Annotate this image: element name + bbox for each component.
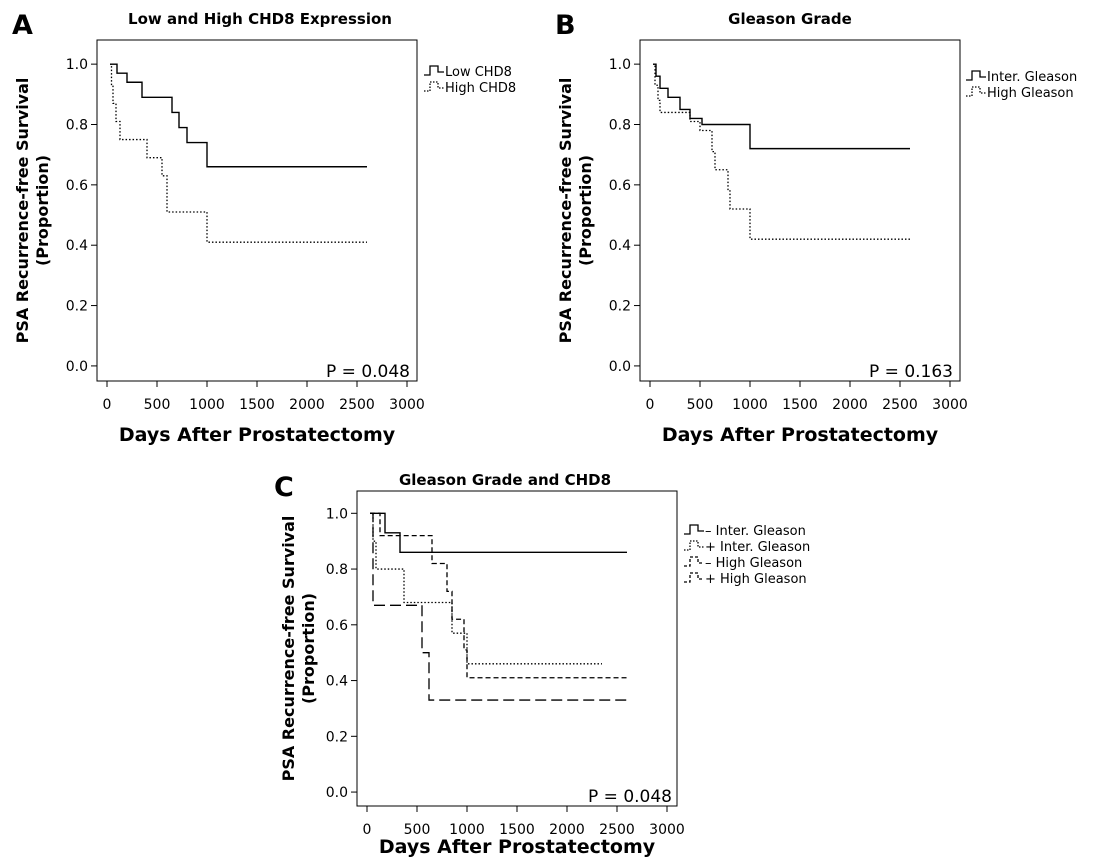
panel-letter: B bbox=[555, 10, 576, 41]
legend-swatch bbox=[424, 65, 444, 76]
y-tick-label: 0.8 bbox=[66, 117, 88, 133]
x-tick-label: 0 bbox=[363, 822, 372, 838]
p-value-annotation: P = 0.163 bbox=[869, 362, 953, 382]
x-axis-label: Days After Prostatectomy bbox=[662, 424, 939, 446]
series-line-2 bbox=[110, 63, 367, 243]
panel-letter: C bbox=[274, 472, 294, 503]
y-tick-label: 0.4 bbox=[609, 238, 631, 254]
x-tick-label: 2000 bbox=[832, 397, 868, 413]
x-tick-label: 1500 bbox=[782, 397, 818, 413]
legend-swatch bbox=[966, 70, 986, 81]
legend-label: High Gleason bbox=[987, 86, 1074, 101]
legend-swatch bbox=[684, 572, 704, 583]
y-axis-label-line2: (Proportion) bbox=[33, 155, 52, 266]
x-tick-label: 500 bbox=[404, 822, 431, 838]
x-tick-label: 3000 bbox=[649, 822, 685, 838]
y-axis-label-line2: (Proportion) bbox=[299, 593, 318, 704]
legend-label: + High Gleason bbox=[705, 572, 807, 587]
series-line-1 bbox=[653, 63, 910, 150]
x-tick-label: 500 bbox=[687, 397, 714, 413]
p-value-annotation: P = 0.048 bbox=[588, 787, 672, 807]
panel-b: B Gleason Grade 0.0 0.2 0.4 0.6 0.8 1.0 0 500 1000… bbox=[555, 10, 1077, 446]
y-tick-label: 0.2 bbox=[326, 729, 348, 745]
chart-title: Low and High CHD8 Expression bbox=[128, 10, 392, 28]
panel-letter: A bbox=[12, 10, 33, 41]
series-line-2 bbox=[370, 512, 602, 665]
x-axis-label: Days After Prostatectomy bbox=[119, 424, 396, 446]
y-tick-label: 1.0 bbox=[609, 57, 631, 73]
series-line-1 bbox=[370, 512, 627, 554]
legend-label: High CHD8 bbox=[445, 81, 516, 96]
plot-frame bbox=[356, 490, 678, 807]
series-line-1 bbox=[110, 63, 367, 168]
y-tick-label: 1.0 bbox=[66, 57, 88, 73]
y-axis-label-line1: PSA Recurrence-free Survival bbox=[13, 78, 32, 344]
x-tick-label: 500 bbox=[144, 397, 171, 413]
x-tick-label: 3000 bbox=[389, 397, 425, 413]
y-tick-label: 0.4 bbox=[66, 238, 88, 254]
y-tick-label: 0.0 bbox=[66, 359, 88, 375]
y-tick-label: 0.4 bbox=[326, 674, 348, 690]
y-tick-label: 0.8 bbox=[609, 117, 631, 133]
y-axis-label-line2: (Proportion) bbox=[576, 155, 595, 266]
chart-title: Gleason Grade bbox=[728, 10, 852, 28]
x-tick-label: 2500 bbox=[882, 397, 918, 413]
x-tick-label: 2000 bbox=[289, 397, 325, 413]
y-tick-label: 0.6 bbox=[609, 178, 631, 194]
series-line-4 bbox=[370, 512, 627, 701]
legend-label: Low CHD8 bbox=[445, 65, 512, 80]
x-tick-label: 1000 bbox=[449, 822, 485, 838]
y-axis-label-line1: PSA Recurrence-free Survival bbox=[279, 516, 298, 782]
series-line-2 bbox=[653, 63, 910, 240]
y-tick-label: 0.6 bbox=[326, 618, 348, 634]
x-tick-label: 0 bbox=[103, 397, 112, 413]
y-tick-label: 0.2 bbox=[66, 299, 88, 315]
x-tick-label: 1000 bbox=[732, 397, 768, 413]
y-tick-label: 0.8 bbox=[326, 562, 348, 578]
x-tick-label: 2500 bbox=[599, 822, 635, 838]
y-axis-label-line1: PSA Recurrence-free Survival bbox=[556, 78, 575, 344]
legend-swatch bbox=[684, 540, 704, 551]
p-value-annotation: P = 0.048 bbox=[326, 362, 410, 382]
x-tick-label: 2000 bbox=[549, 822, 585, 838]
legend-swatch bbox=[684, 524, 704, 535]
chart-title: Gleason Grade and CHD8 bbox=[399, 471, 611, 489]
legend-label: – Inter. Gleason bbox=[705, 524, 806, 539]
legend-swatch bbox=[424, 81, 444, 92]
y-axis-label: PSA Recurrence-free Survival(Proportion) bbox=[279, 516, 318, 782]
legend-swatch bbox=[966, 86, 986, 97]
y-axis-label: PSA Recurrence-free Survival(Proportion) bbox=[556, 78, 595, 344]
panel-a: A Low and High CHD8 Expression 0.0 0.2 0.4 0.… bbox=[12, 10, 516, 446]
x-axis-label: Days After Prostatectomy bbox=[379, 836, 656, 858]
panel-c: C Gleason Grade and CHD8 0.0 0.2 0.4 0.6 0.8 1.… bbox=[274, 471, 810, 858]
series-line-3 bbox=[370, 512, 627, 679]
y-tick-label: 0.2 bbox=[609, 299, 631, 315]
y-tick-label: 1.0 bbox=[326, 506, 348, 522]
x-tick-label: 0 bbox=[646, 397, 655, 413]
y-tick-label: 0.0 bbox=[326, 785, 348, 801]
x-tick-label: 1000 bbox=[189, 397, 225, 413]
x-tick-label: 2500 bbox=[339, 397, 375, 413]
y-axis-label: PSA Recurrence-free Survival(Proportion) bbox=[13, 78, 52, 344]
legend-swatch bbox=[684, 556, 704, 567]
x-tick-label: 1500 bbox=[239, 397, 275, 413]
legend-label: Inter. Gleason bbox=[987, 70, 1077, 85]
y-tick-label: 0.6 bbox=[66, 178, 88, 194]
plot-frame bbox=[639, 39, 961, 382]
plot-frame bbox=[96, 39, 418, 382]
legend-label: – High Gleason bbox=[705, 556, 802, 571]
x-tick-label: 1500 bbox=[499, 822, 535, 838]
x-tick-label: 3000 bbox=[932, 397, 968, 413]
y-tick-label: 0.0 bbox=[609, 359, 631, 375]
legend-label: + Inter. Gleason bbox=[705, 540, 810, 555]
